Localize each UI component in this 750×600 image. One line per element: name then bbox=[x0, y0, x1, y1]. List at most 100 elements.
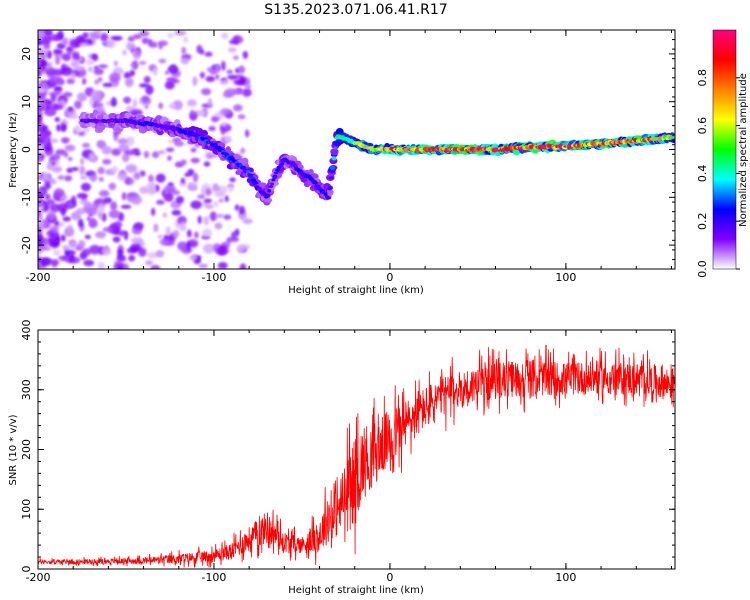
spectrogram-cell bbox=[214, 213, 225, 219]
colorbar-tick-label: 0.0 bbox=[696, 260, 709, 278]
spectrogram-cell bbox=[229, 236, 240, 243]
spectrogram-cell bbox=[61, 245, 71, 250]
spectrogram-cell bbox=[56, 124, 62, 132]
spectrogram-cell bbox=[117, 137, 128, 145]
spectrogram-cell bbox=[60, 234, 66, 242]
spectrogram-cell bbox=[69, 39, 81, 49]
spectrogram-cell bbox=[138, 83, 150, 88]
spectrogram-cell bbox=[77, 131, 86, 137]
colorbar: 0.0 0.2 0.4 0.6 0.8 Normalized spectral ampl… bbox=[696, 29, 749, 278]
spectrogram-cell bbox=[73, 125, 82, 133]
spectrogram-cell bbox=[42, 203, 50, 212]
spectrogram-cell bbox=[38, 88, 46, 94]
spectrogram-cell bbox=[209, 69, 217, 75]
spectrogram-cell bbox=[112, 236, 121, 243]
x-tick-label: 0 bbox=[386, 571, 393, 584]
snr-y-ticks: 0 100 200 300 400 bbox=[20, 320, 675, 573]
spectrogram-cell bbox=[214, 63, 220, 74]
snr-series-line bbox=[38, 344, 675, 568]
spectrogram-cell bbox=[125, 164, 138, 173]
spectrogram-cell bbox=[86, 216, 91, 221]
spectrogram-cell bbox=[111, 148, 121, 156]
spectrogram-cell bbox=[256, 187, 263, 191]
spectrogram-cell bbox=[38, 176, 43, 181]
spectrogram-cell bbox=[246, 170, 251, 174]
spectrogram-cell bbox=[164, 184, 176, 194]
spectrogram-cell bbox=[64, 144, 76, 152]
spectrogram-cell bbox=[217, 185, 228, 194]
spectrogram-cell bbox=[203, 161, 211, 167]
spectrogram-cell bbox=[99, 190, 110, 197]
spectrogram-cell bbox=[42, 35, 52, 42]
spectrogram-cell bbox=[77, 208, 85, 214]
spectrogram-cell bbox=[81, 248, 91, 257]
colorbar-tick-label: 0.2 bbox=[696, 212, 709, 230]
spectrogram-cell bbox=[329, 165, 336, 171]
colorbar-ticks: 0.0 0.2 0.4 0.6 0.8 bbox=[696, 69, 740, 278]
spectrogram-cell bbox=[158, 58, 167, 64]
spectrogram-cell bbox=[203, 216, 210, 226]
spectrogram-cell bbox=[141, 37, 149, 45]
spectrogram-cell bbox=[167, 155, 172, 161]
spectrogram-cell bbox=[121, 153, 130, 163]
spectrogram-cell bbox=[102, 227, 114, 233]
spectrogram-cell bbox=[53, 249, 61, 256]
spectrogram-cell bbox=[157, 150, 166, 155]
spectrogram-cell bbox=[143, 150, 150, 159]
spectrogram-cell bbox=[325, 196, 332, 200]
spectrogram-cell bbox=[97, 77, 103, 82]
spectrogram-cell bbox=[49, 203, 61, 213]
spectrogram-cell bbox=[237, 114, 246, 120]
spectrogram-cell bbox=[220, 127, 226, 136]
spectrogram-cell bbox=[217, 261, 228, 269]
x-tick-label: -100 bbox=[201, 271, 226, 284]
spectrogram-cell bbox=[189, 254, 198, 261]
spectrogram-cell bbox=[187, 186, 198, 191]
colorbar-label: Normalized spectral amplitude bbox=[738, 73, 749, 227]
spectrogram-cell bbox=[178, 181, 187, 187]
spectrogram-cell bbox=[190, 200, 202, 210]
spectrogram-cell bbox=[238, 205, 246, 215]
spectrogram-cell bbox=[106, 38, 116, 49]
y-tick-label: -20 bbox=[20, 236, 33, 254]
spectrogram-cell bbox=[53, 48, 63, 55]
spectrogram-cell bbox=[70, 241, 77, 250]
spectrogram-cell bbox=[234, 228, 240, 237]
spectrogram-cell bbox=[242, 50, 248, 59]
spectrogram-cell bbox=[173, 229, 180, 238]
spectrogram-cell bbox=[126, 42, 136, 51]
spectrogram-cell bbox=[162, 212, 168, 218]
spectrogram-cell bbox=[38, 215, 44, 221]
spectrogram-cell bbox=[122, 49, 127, 56]
x-tick-label: 100 bbox=[555, 571, 576, 584]
spectrogram-cell bbox=[83, 201, 93, 212]
spectrogram-cell bbox=[180, 159, 187, 165]
spectrogram-cell bbox=[174, 140, 185, 147]
spectrogram-cell bbox=[53, 188, 65, 198]
spectrogram-cell bbox=[77, 92, 87, 102]
spectrogram-cell bbox=[224, 195, 229, 203]
spectrogram-cell bbox=[130, 194, 142, 205]
spectrogram-cell bbox=[50, 75, 62, 84]
spectrogram-cell bbox=[189, 109, 196, 119]
spectrogram-cell bbox=[198, 263, 209, 269]
spectrogram-cell bbox=[46, 210, 56, 221]
x-tick-label: -200 bbox=[26, 571, 51, 584]
spectrogram-cell bbox=[42, 142, 53, 152]
spectrogram-cell bbox=[232, 55, 239, 60]
spectrogram-cell bbox=[124, 149, 137, 156]
spectrogram-cell bbox=[328, 176, 334, 180]
spectrogram-cell bbox=[158, 42, 163, 50]
spectrogram-cell bbox=[80, 175, 88, 180]
spectrogram-cell bbox=[130, 243, 141, 252]
spectrogram-cell bbox=[145, 260, 153, 266]
spectrogram-cell bbox=[181, 46, 187, 55]
spectrogram-cell bbox=[49, 138, 59, 144]
spectrogram-cell bbox=[186, 100, 197, 107]
spectrogram-cell bbox=[244, 129, 250, 138]
y-tick-label: 300 bbox=[20, 379, 33, 400]
spectrogram-cell bbox=[221, 32, 229, 39]
spectrogram-cell bbox=[180, 57, 190, 65]
spectrogram-cell bbox=[155, 199, 165, 205]
spectrogram-cell bbox=[233, 104, 243, 112]
